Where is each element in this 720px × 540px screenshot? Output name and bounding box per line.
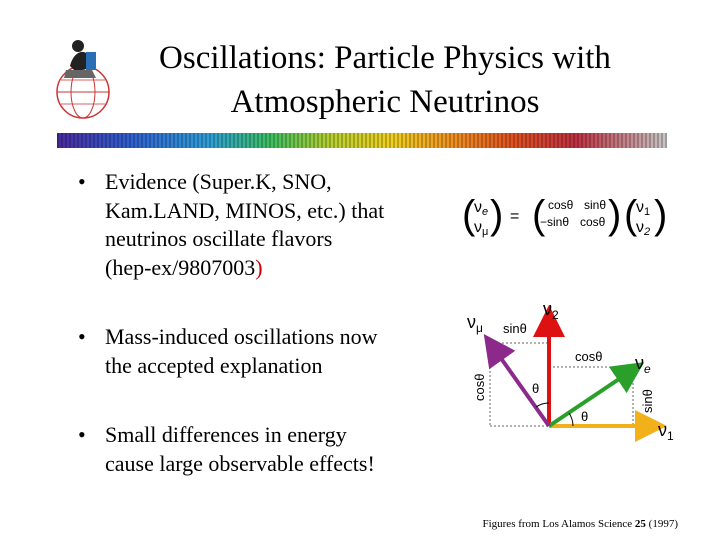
nu-mu-label: νμ	[467, 312, 483, 335]
bullet-3: Small differences in energy cause large …	[105, 421, 375, 478]
matrix-m11: cosθ	[548, 198, 574, 212]
nu-mu-symbol: νμ	[474, 219, 488, 238]
left-paren: (	[462, 193, 476, 237]
bullet-1-line-2: Kam.LAND, MINOS, etc.) that	[105, 197, 385, 223]
bullet-3-line-1: Small differences in energy	[105, 422, 347, 447]
bullet-2: Mass-induced oscillations now the accept…	[105, 323, 378, 380]
bullet-1-line-4: (hep-ex/9807003	[105, 254, 256, 280]
nu-e-vector	[547, 362, 645, 428]
matrix-m12: sinθ	[584, 198, 606, 212]
equals-sign: =	[510, 208, 519, 225]
sin-top-label: sinθ	[503, 321, 527, 336]
vector-left-paren: (	[624, 193, 638, 237]
bullet-1-line-3: neutrinos oscillate flavors	[105, 226, 333, 251]
bullet-2-line-2: the accepted explanation	[105, 352, 323, 378]
theta-left-label: θ	[532, 381, 539, 396]
cos-top-label: cosθ	[575, 349, 602, 364]
nu-1-symbol: ν1	[636, 199, 650, 218]
nu-2-symbol: ν2	[636, 219, 650, 238]
cos-left-label: cosθ	[472, 374, 487, 401]
title-line-2: Atmospheric Neutrinos	[230, 84, 540, 120]
bullet-3-line-2: cause large observable effects!	[105, 450, 375, 476]
matrix-left-paren: (	[532, 193, 546, 237]
bullet-marker: •	[78, 422, 86, 447]
nu-1-label: ν1	[658, 420, 674, 443]
bullet-2-line-1: Mass-induced oscillations now	[105, 324, 378, 349]
bullet-marker: •	[78, 324, 86, 349]
vector-right-paren: )	[654, 193, 667, 237]
theta-right-label: θ	[581, 409, 588, 424]
title-line-1: Oscillations: Particle Physics with	[159, 40, 611, 76]
caption-prefix: Figures from Los Alamos Science	[482, 518, 635, 530]
caption-volume: 25	[634, 518, 646, 530]
figure-caption: Figures from Los Alamos Science 25 (1997…	[482, 518, 678, 530]
mixing-matrix-equation: ( νe νμ ) = ( cosθ sinθ −sinθ cosθ ) ( ν…	[462, 193, 667, 238]
sin-right-label: sinθ	[640, 389, 655, 413]
right-paren: )	[490, 193, 503, 237]
angle-arc-right	[568, 412, 574, 427]
spectrum-divider	[57, 133, 667, 148]
matrix-right-paren: )	[608, 193, 621, 237]
slide-title: Oscillations: Particle Physics with Atmo…	[120, 36, 650, 124]
bullet-marker: •	[78, 169, 86, 194]
bullet-1-close-paren: )	[255, 254, 263, 280]
matrix-m22: cosθ	[580, 215, 606, 229]
angle-arc-left	[535, 402, 550, 408]
nu-mu-vector	[483, 333, 551, 428]
bullet-1-line-1: Evidence (Super.K, SNO,	[105, 169, 332, 194]
neutrino-rotation-diagram: ν2 νμ sinθ cosθ νe cosθ sinθ θ θ ν1	[467, 299, 674, 443]
nu-e-label: νe	[635, 353, 651, 376]
bullet-1: Evidence (Super.K, SNO, Kam.LAND, MINOS,…	[105, 168, 384, 282]
matrix-m21: −sinθ	[540, 215, 569, 229]
nu-e-symbol: νe	[474, 199, 488, 218]
nu-2-label: ν2	[543, 299, 559, 322]
caption-suffix: (1997)	[645, 518, 678, 530]
lanl-logo	[56, 40, 110, 119]
